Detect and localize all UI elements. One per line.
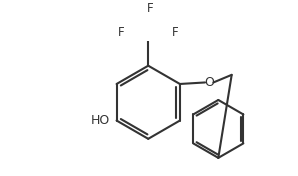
Text: O: O xyxy=(204,76,214,89)
Text: F: F xyxy=(118,26,125,39)
Text: HO: HO xyxy=(91,114,111,127)
Text: F: F xyxy=(172,26,179,39)
Text: F: F xyxy=(147,2,154,15)
